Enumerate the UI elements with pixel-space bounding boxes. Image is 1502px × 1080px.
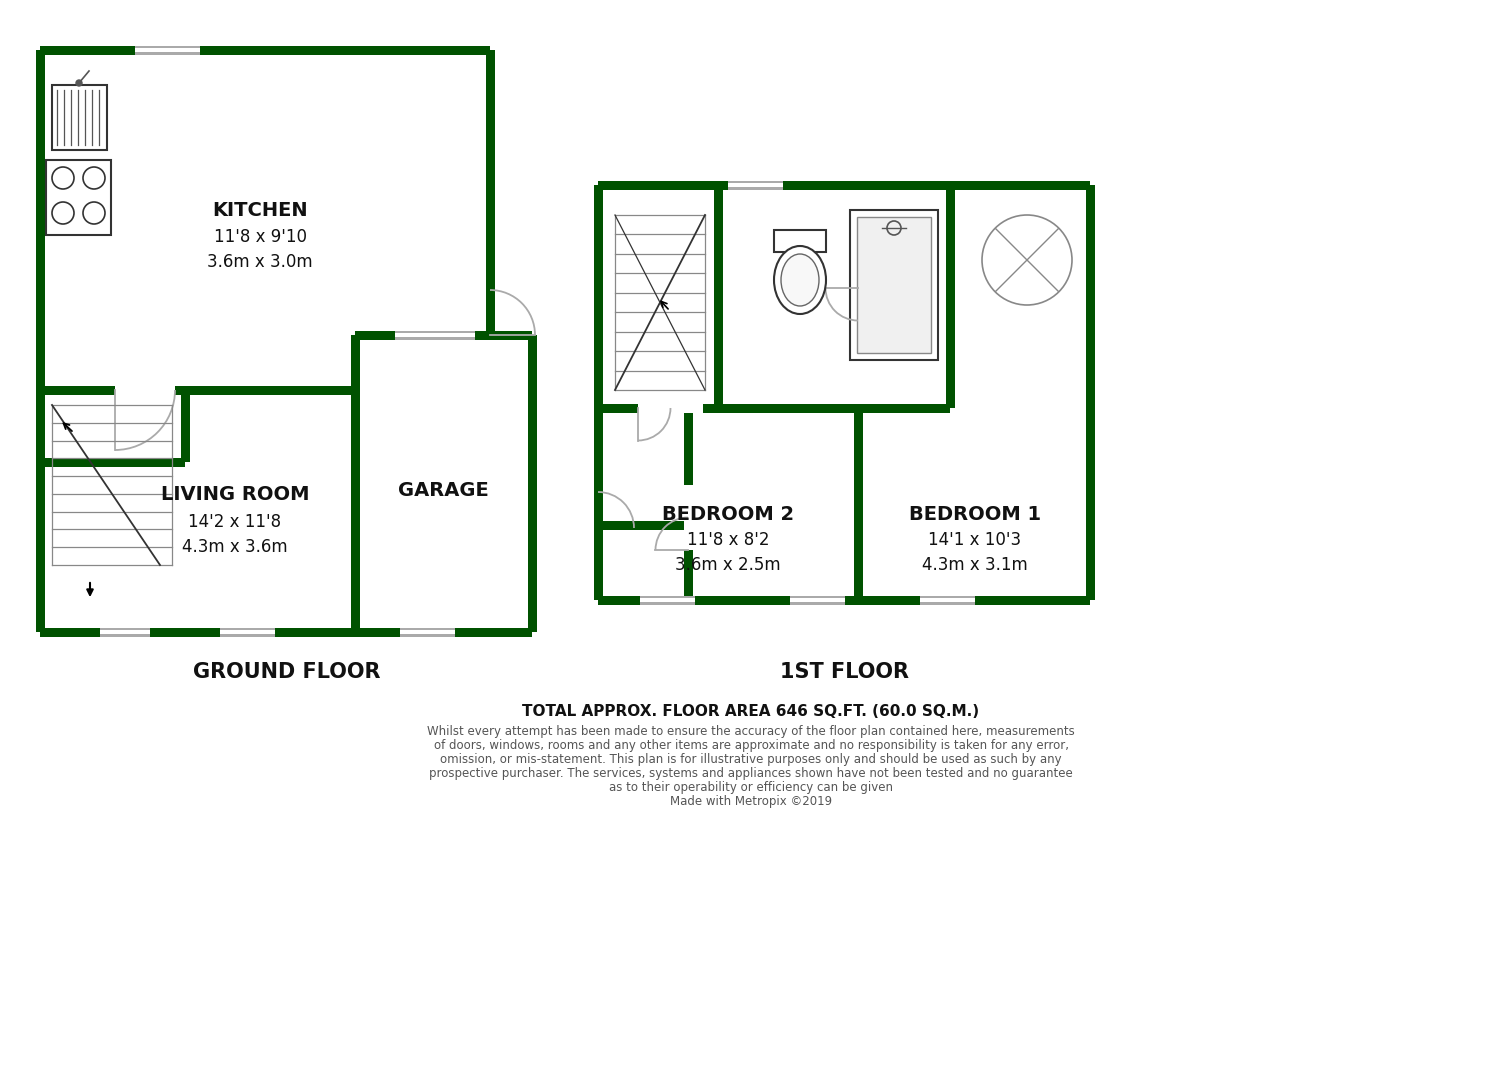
Text: as to their operability or efficiency can be given: as to their operability or efficiency ca… bbox=[608, 782, 894, 795]
Bar bbox=[598, 595, 1090, 605]
Text: BEDROOM 2: BEDROOM 2 bbox=[662, 505, 795, 525]
Bar bbox=[200, 45, 490, 54]
Bar bbox=[858, 217, 931, 353]
Bar bbox=[135, 52, 200, 54]
Text: prospective purchaser. The services, systems and appliances shown have not been : prospective purchaser. The services, sys… bbox=[430, 768, 1072, 781]
Bar bbox=[790, 595, 846, 598]
Bar bbox=[921, 595, 975, 605]
Bar bbox=[1086, 185, 1095, 600]
Text: 1ST FLOOR: 1ST FLOOR bbox=[780, 662, 909, 681]
Bar bbox=[47, 160, 111, 235]
Bar bbox=[728, 187, 783, 189]
Text: 4.3m x 3.1m: 4.3m x 3.1m bbox=[922, 556, 1027, 573]
Bar bbox=[850, 210, 939, 360]
Bar bbox=[713, 185, 722, 408]
Bar bbox=[41, 386, 116, 394]
Bar bbox=[395, 330, 475, 339]
Text: 3.6m x 3.0m: 3.6m x 3.0m bbox=[207, 253, 312, 271]
Bar bbox=[593, 185, 602, 600]
Bar bbox=[180, 390, 189, 462]
Bar bbox=[101, 627, 150, 630]
Bar bbox=[790, 595, 846, 605]
Text: omission, or mis-statement. This plan is for illustrative purposes only and shou: omission, or mis-statement. This plan is… bbox=[440, 754, 1062, 767]
Bar bbox=[41, 458, 185, 467]
Bar bbox=[638, 404, 703, 413]
Bar bbox=[728, 180, 783, 183]
Text: of doors, windows, rooms and any other items are approximate and no responsibili: of doors, windows, rooms and any other i… bbox=[434, 740, 1068, 753]
Text: 14'1 x 10'3: 14'1 x 10'3 bbox=[928, 531, 1021, 549]
Bar bbox=[683, 485, 692, 550]
Circle shape bbox=[77, 80, 83, 86]
Bar bbox=[640, 602, 695, 605]
Bar bbox=[400, 627, 455, 630]
Bar bbox=[219, 627, 275, 630]
Bar bbox=[350, 335, 359, 632]
Text: BEDROOM 1: BEDROOM 1 bbox=[909, 505, 1041, 525]
Bar bbox=[790, 602, 846, 605]
Text: Made with Metropix ©2019: Made with Metropix ©2019 bbox=[670, 796, 832, 809]
Text: Whilst every attempt has been made to ensure the accuracy of the floor plan cont: Whilst every attempt has been made to en… bbox=[427, 726, 1075, 739]
Bar bbox=[101, 627, 150, 636]
Bar bbox=[395, 330, 475, 333]
Bar bbox=[527, 335, 536, 632]
Text: 4.3m x 3.6m: 4.3m x 3.6m bbox=[182, 538, 288, 556]
Bar bbox=[101, 634, 150, 636]
Ellipse shape bbox=[774, 246, 826, 314]
Bar bbox=[945, 185, 954, 408]
Bar bbox=[683, 525, 692, 600]
Bar bbox=[41, 627, 532, 636]
Bar bbox=[921, 602, 975, 605]
Bar bbox=[921, 595, 975, 598]
Text: KITCHEN: KITCHEN bbox=[212, 201, 308, 219]
Text: 11'8 x 8'2: 11'8 x 8'2 bbox=[686, 531, 769, 549]
Bar bbox=[176, 386, 354, 394]
Bar bbox=[598, 180, 1090, 189]
Bar bbox=[728, 180, 783, 189]
Text: GROUND FLOOR: GROUND FLOOR bbox=[194, 662, 380, 681]
Bar bbox=[640, 595, 695, 605]
Ellipse shape bbox=[781, 254, 819, 306]
Bar bbox=[598, 521, 688, 529]
Bar bbox=[219, 627, 275, 636]
Bar bbox=[683, 408, 692, 525]
Bar bbox=[135, 45, 200, 54]
Text: LIVING ROOM: LIVING ROOM bbox=[161, 486, 309, 504]
Text: 14'2 x 11'8: 14'2 x 11'8 bbox=[188, 513, 281, 531]
Bar bbox=[219, 634, 275, 636]
Bar bbox=[485, 50, 494, 335]
Bar bbox=[400, 634, 455, 636]
Bar bbox=[135, 45, 200, 48]
Bar bbox=[36, 50, 45, 632]
Text: GARAGE: GARAGE bbox=[398, 481, 488, 499]
Bar bbox=[640, 595, 695, 598]
Bar bbox=[41, 45, 135, 54]
Bar bbox=[774, 230, 826, 252]
Bar bbox=[853, 288, 862, 353]
Text: TOTAL APPROX. FLOOR AREA 646 SQ.FT. (60.0 SQ.M.): TOTAL APPROX. FLOOR AREA 646 SQ.FT. (60.… bbox=[523, 704, 979, 719]
Bar bbox=[395, 337, 475, 339]
Bar bbox=[598, 404, 718, 413]
Text: 11'8 x 9'10: 11'8 x 9'10 bbox=[213, 228, 306, 246]
Bar bbox=[53, 85, 107, 150]
Bar bbox=[718, 404, 949, 413]
Bar bbox=[354, 330, 532, 339]
Bar bbox=[400, 627, 455, 636]
Bar bbox=[853, 408, 862, 600]
Text: 3.6m x 2.5m: 3.6m x 2.5m bbox=[676, 556, 781, 573]
